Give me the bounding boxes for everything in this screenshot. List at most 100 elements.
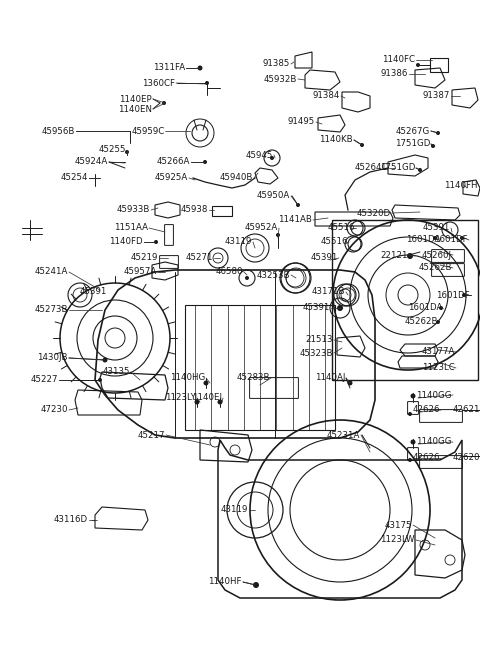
Text: 45255: 45255 [98, 145, 126, 155]
Circle shape [408, 458, 412, 462]
Text: 1140GG: 1140GG [417, 438, 452, 447]
Text: 1140EJ: 1140EJ [192, 394, 222, 403]
Text: 45262B: 45262B [419, 263, 452, 272]
Text: 45391: 45391 [302, 303, 330, 312]
Circle shape [103, 358, 108, 362]
Text: 91385: 91385 [263, 60, 290, 69]
Text: 45516: 45516 [321, 238, 348, 246]
Text: 1140HG: 1140HG [170, 373, 205, 383]
Circle shape [416, 63, 420, 67]
Text: 1311FA: 1311FA [153, 64, 185, 73]
Text: 1151AA: 1151AA [114, 223, 148, 233]
Text: 45945: 45945 [246, 151, 273, 160]
Text: 91387: 91387 [422, 92, 450, 100]
Circle shape [431, 144, 435, 148]
Text: 45959C: 45959C [132, 126, 165, 136]
Text: 1140FD: 1140FD [109, 238, 143, 246]
Circle shape [407, 253, 413, 259]
Text: 1123LW: 1123LW [381, 536, 415, 544]
Text: 45957A: 45957A [124, 267, 157, 276]
Text: 45323B: 45323B [300, 348, 333, 358]
Text: 45938: 45938 [180, 206, 208, 214]
Circle shape [217, 400, 223, 405]
Text: 91495: 91495 [288, 117, 315, 126]
Text: 1601DF: 1601DF [436, 291, 470, 299]
Text: 45391: 45391 [311, 253, 338, 263]
Circle shape [204, 381, 208, 386]
Text: 1601DA: 1601DA [406, 236, 440, 244]
Circle shape [296, 203, 300, 207]
Text: 45241A: 45241A [35, 267, 68, 276]
Text: 45940B: 45940B [220, 174, 253, 183]
Text: 1430JB: 1430JB [37, 354, 68, 362]
Text: 45932B: 45932B [264, 75, 297, 83]
Text: 1751GD: 1751GD [395, 140, 430, 149]
Text: 46580: 46580 [216, 267, 243, 276]
Text: 43171B: 43171B [312, 288, 345, 297]
Text: 1140EN: 1140EN [118, 105, 152, 113]
Text: 43177A: 43177A [421, 348, 455, 356]
Text: 42621: 42621 [453, 405, 480, 415]
Text: 45219: 45219 [131, 253, 158, 263]
Circle shape [194, 400, 200, 405]
Text: 43135: 43135 [103, 367, 130, 377]
Circle shape [460, 236, 464, 240]
Circle shape [410, 394, 416, 398]
Text: 1140HF: 1140HF [208, 578, 242, 586]
Text: 43119: 43119 [225, 238, 252, 246]
Circle shape [197, 66, 203, 71]
Text: 45320D: 45320D [357, 208, 391, 217]
Text: 43116D: 43116D [54, 515, 88, 525]
Text: 45231A: 45231A [326, 430, 360, 440]
Text: 45254: 45254 [60, 174, 88, 183]
Text: 22121: 22121 [381, 250, 408, 259]
Circle shape [276, 233, 280, 237]
Text: 21513: 21513 [305, 335, 333, 345]
Circle shape [162, 101, 166, 105]
Text: 45925A: 45925A [155, 174, 188, 183]
Text: 45271: 45271 [185, 253, 213, 263]
Text: 45260J: 45260J [422, 250, 452, 259]
Circle shape [125, 150, 129, 154]
Circle shape [98, 378, 102, 382]
Circle shape [462, 293, 466, 297]
Text: 45956B: 45956B [42, 126, 75, 136]
Text: 45266A: 45266A [156, 157, 190, 166]
Circle shape [245, 276, 249, 280]
Text: 1751GD: 1751GD [380, 164, 415, 172]
Text: 43253B: 43253B [256, 271, 290, 280]
Circle shape [205, 81, 209, 85]
Circle shape [154, 240, 158, 244]
Circle shape [348, 381, 352, 386]
Text: 45262B: 45262B [405, 318, 438, 326]
Circle shape [270, 156, 274, 160]
Text: 47230: 47230 [40, 405, 68, 415]
Text: 1123LY: 1123LY [165, 394, 196, 403]
Text: 43119: 43119 [221, 506, 248, 514]
Text: 1140FC: 1140FC [382, 56, 415, 64]
Text: 42620: 42620 [453, 453, 480, 462]
Circle shape [410, 440, 416, 445]
Text: 45952A: 45952A [245, 223, 278, 233]
Text: 45950A: 45950A [257, 191, 290, 200]
Text: 45391: 45391 [422, 223, 450, 233]
Text: 1123LC: 1123LC [422, 364, 455, 373]
Text: 45217: 45217 [137, 430, 165, 440]
Text: 1140KB: 1140KB [319, 136, 353, 145]
Circle shape [436, 131, 440, 135]
Text: 42626: 42626 [412, 453, 440, 462]
Circle shape [337, 305, 343, 311]
Circle shape [436, 320, 440, 324]
Circle shape [439, 306, 443, 310]
Text: 1601DF: 1601DF [434, 236, 468, 244]
Text: 45516: 45516 [327, 223, 355, 233]
Text: 1140GG: 1140GG [417, 390, 452, 400]
Text: 1601DA: 1601DA [408, 303, 442, 312]
Text: 1360CF: 1360CF [142, 79, 175, 88]
Text: 43175: 43175 [384, 521, 412, 529]
Text: 91386: 91386 [381, 69, 408, 79]
Text: 45264C: 45264C [355, 164, 388, 172]
Circle shape [203, 160, 207, 164]
Text: 42626: 42626 [412, 405, 440, 415]
Text: 45933B: 45933B [117, 206, 150, 214]
